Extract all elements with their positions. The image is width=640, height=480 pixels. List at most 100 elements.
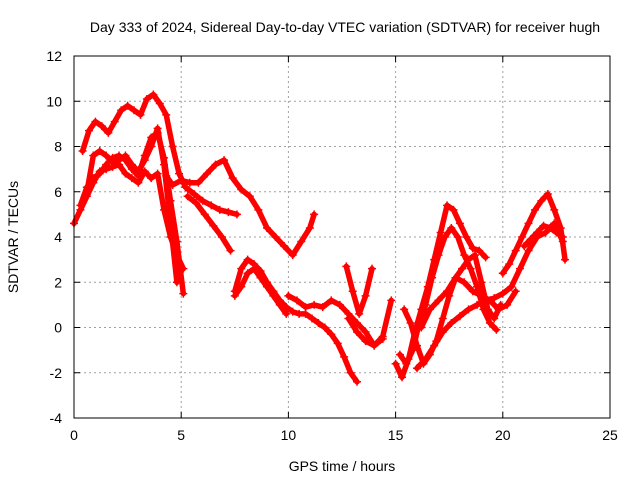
data-point xyxy=(95,147,104,156)
data-point xyxy=(243,269,252,278)
data-point xyxy=(232,210,241,219)
data-point xyxy=(172,278,181,287)
data-point xyxy=(102,160,111,169)
data-point xyxy=(194,178,203,187)
data-point xyxy=(473,300,482,309)
data-point xyxy=(310,300,319,309)
data-point xyxy=(492,325,501,334)
data-point xyxy=(121,151,130,160)
data-point xyxy=(368,264,377,273)
data-point xyxy=(353,377,362,386)
data-point xyxy=(282,309,291,318)
data-point xyxy=(545,223,554,232)
data-point xyxy=(121,169,130,178)
series-trace xyxy=(343,263,375,317)
data-point xyxy=(470,251,479,260)
data-point xyxy=(237,185,246,194)
data-point xyxy=(406,318,415,327)
data-point xyxy=(110,117,119,126)
data-point xyxy=(464,305,473,314)
data-point xyxy=(181,183,190,192)
data-point xyxy=(97,122,106,131)
series-trace xyxy=(71,161,187,272)
data-point xyxy=(202,169,211,178)
series-trace xyxy=(232,256,360,385)
data-point xyxy=(215,205,224,214)
x-tick-label: 0 xyxy=(70,427,78,443)
data-point xyxy=(395,350,404,359)
data-point xyxy=(453,233,462,241)
data-point xyxy=(301,303,310,312)
data-point xyxy=(353,328,362,337)
data-point xyxy=(175,169,184,178)
series-2 xyxy=(82,124,181,287)
data-point xyxy=(78,147,87,156)
data-point xyxy=(335,300,344,309)
data-point xyxy=(518,233,527,241)
data-point xyxy=(434,296,443,305)
data-point xyxy=(511,246,520,255)
data-point xyxy=(515,264,524,273)
data-point xyxy=(400,305,409,314)
data-point xyxy=(560,255,569,264)
data-point xyxy=(153,124,162,133)
data-point xyxy=(256,273,265,282)
data-point xyxy=(134,178,143,187)
data-point xyxy=(230,291,239,300)
data-point xyxy=(458,264,467,273)
data-point xyxy=(179,289,188,298)
data-point xyxy=(333,339,342,348)
data-point xyxy=(447,318,456,327)
data-point xyxy=(153,169,162,178)
series-trace xyxy=(184,193,234,254)
series-4 xyxy=(162,156,319,260)
data-point xyxy=(537,196,546,205)
data-point xyxy=(361,291,370,300)
series-13 xyxy=(400,251,505,368)
series-5 xyxy=(183,192,235,255)
data-point xyxy=(307,314,316,323)
data-point xyxy=(284,291,293,300)
series-17 xyxy=(520,221,567,251)
series-16 xyxy=(498,190,569,278)
data-point xyxy=(348,287,357,296)
data-point xyxy=(162,110,171,119)
data-point xyxy=(123,101,132,110)
data-point xyxy=(438,328,447,337)
data-point xyxy=(552,228,561,237)
data-point xyxy=(483,305,492,314)
data-point xyxy=(421,355,430,364)
x-tick-label: 5 xyxy=(177,427,185,443)
data-point xyxy=(361,328,370,337)
data-point xyxy=(166,219,175,228)
data-point xyxy=(108,158,117,167)
data-point xyxy=(224,208,233,217)
data-point xyxy=(310,210,319,219)
data-point xyxy=(185,178,194,187)
y-tick-label: 6 xyxy=(54,184,62,200)
data-point xyxy=(200,210,209,219)
data-point xyxy=(436,228,445,237)
data-point xyxy=(136,110,145,119)
data-point xyxy=(117,106,126,115)
data-point xyxy=(95,169,104,178)
y-tick-label: 8 xyxy=(54,139,62,155)
data-point xyxy=(524,246,533,255)
data-point xyxy=(413,341,422,350)
data-point xyxy=(104,128,113,137)
data-point xyxy=(271,233,280,241)
data-point xyxy=(262,282,271,291)
data-point xyxy=(228,174,237,183)
data-point xyxy=(198,196,207,205)
data-point xyxy=(526,235,535,244)
series-trace xyxy=(285,293,386,349)
data-point xyxy=(505,260,514,269)
data-point xyxy=(190,190,199,199)
data-point xyxy=(481,253,490,262)
data-point xyxy=(462,233,471,241)
series-10 xyxy=(344,296,396,350)
series-6 xyxy=(230,255,362,386)
data-point xyxy=(539,221,548,230)
data-point xyxy=(477,278,486,287)
